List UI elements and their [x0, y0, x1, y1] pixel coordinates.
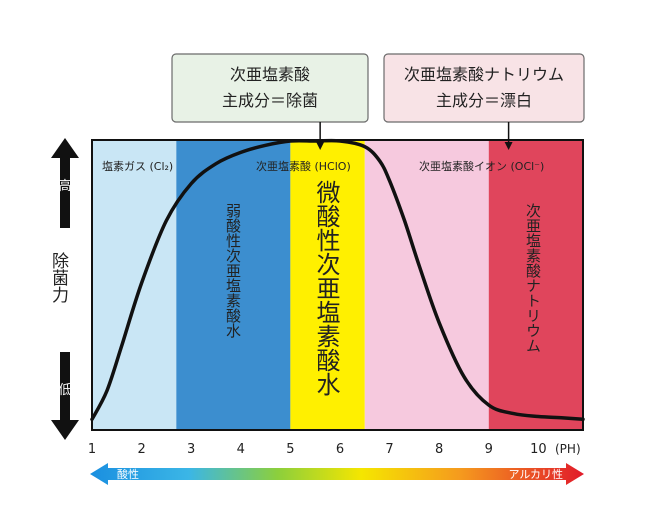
callout-hypochlorous-arrowhead-icon: [316, 142, 325, 150]
callout-sodium: 次亜塩素酸ナトリウム 主成分＝漂白: [383, 53, 585, 123]
callout-sodium-box: [383, 53, 585, 123]
region-band-sodium-hypochlorite: [488, 140, 583, 430]
callout-pointers: [316, 122, 513, 150]
bactericidal-curve: [90, 138, 585, 422]
region-band-chlorine-gas: [92, 140, 177, 430]
x-tick-label: 8: [435, 442, 443, 457]
band-label-slight-acid: 微酸性次亜塩素酸水: [312, 180, 340, 396]
callout-hypochlorous-line2: 主成分＝除菌: [222, 91, 318, 110]
arrow-up-icon: [51, 138, 79, 228]
x-tick-label: 3: [187, 442, 195, 457]
ph-scale-acid-label: 酸性: [117, 467, 139, 481]
callout-hypochlorous: 次亜塩素酸 主成分＝除菌: [171, 53, 369, 123]
band-label-sodium-hypochlorite: 次亜塩素酸ナトリウム: [524, 203, 542, 353]
x-tick-label: 6: [336, 442, 344, 457]
ph-gradient-arrow: [90, 463, 584, 485]
region-band-weak-acid: [176, 140, 291, 430]
arrow-down-icon: [51, 352, 79, 440]
y-axis-high-label: 高: [58, 178, 71, 194]
ph-scale-alkaline-label: アルカリ性: [508, 467, 563, 481]
region-label-chlorine-gas: 塩素ガス (Cl₂): [102, 159, 173, 173]
x-tick-label: 7: [385, 442, 393, 457]
callout-hypochlorous-box: [171, 53, 369, 123]
region-label-hclo: 次亜塩素酸 (HClO): [256, 159, 351, 173]
y-axis-low-label: 低: [58, 383, 71, 398]
x-tick-label: 1: [88, 442, 96, 457]
callout-hypochlorous-line1: 次亜塩素酸: [230, 65, 310, 84]
callout-sodium-arrowhead-icon: [504, 142, 513, 150]
callout-sodium-line1: 次亜塩素酸ナトリウム: [404, 65, 564, 84]
region-label-ocl-ion: 次亜塩素酸イオン (OCl⁻): [419, 159, 544, 173]
region-band-slight-acid: [290, 140, 365, 430]
band-label-weak-acid: 弱酸性次亜塩素酸水: [224, 203, 242, 338]
x-tick-label: 2: [137, 442, 145, 457]
x-tick-label: 9: [485, 442, 493, 457]
x-tick-label: 4: [237, 442, 245, 457]
x-axis-unit: (PH): [555, 442, 581, 456]
x-tick-label: 5: [286, 442, 294, 457]
y-axis-title: 除菌力: [48, 252, 69, 303]
region-bands: [92, 140, 583, 430]
x-tick-label: 10: [530, 442, 547, 457]
callout-sodium-line2: 主成分＝漂白: [436, 91, 532, 110]
x-axis-ticks: 1 2 3 4 5 6 7 8 9 10: [88, 442, 547, 457]
